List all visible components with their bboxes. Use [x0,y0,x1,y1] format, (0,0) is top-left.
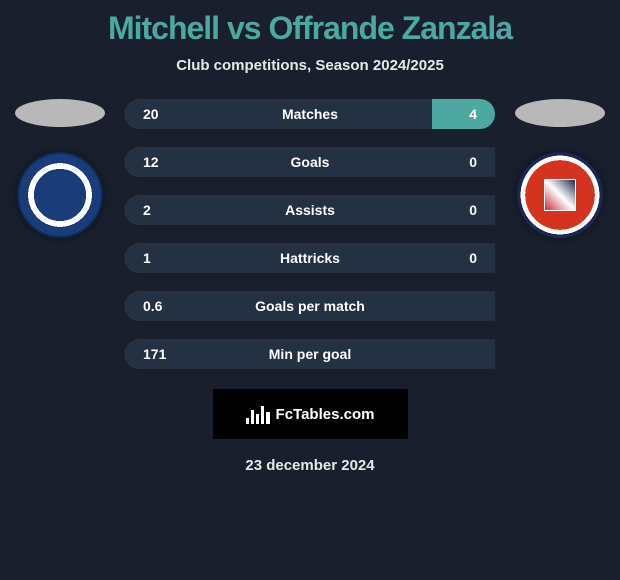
player-right-col [510,99,610,238]
branding-label: FcTables.com [276,406,375,423]
stats-list: 20 Matches 4 12 Goals 0 2 Assists 0 1 Hattricks 0 0.… [110,99,510,369]
stat-value-left: 2 [143,202,151,218]
stat-value-left: 0.6 [143,298,162,314]
stat-label: Goals per match [255,298,365,314]
stat-value-right: 4 [469,106,477,122]
subtitle: Club competitions, Season 2024/2025 [0,57,620,74]
stat-value-left: 20 [143,106,159,122]
player-left-placeholder [15,99,105,127]
stat-label: Hattricks [280,250,340,266]
stat-value-right: 0 [469,202,477,218]
player-right-placeholder [515,99,605,127]
stat-row: 0.6 Goals per match [125,291,495,321]
stat-row: 2 Assists 0 [125,195,495,225]
stat-row: 171 Min per goal [125,339,495,369]
team-badge-left [17,152,103,238]
team-badge-right [517,152,603,238]
date-label: 23 december 2024 [0,457,620,474]
comparison-panel: 20 Matches 4 12 Goals 0 2 Assists 0 1 Hattricks 0 0.… [0,99,620,369]
stat-label: Min per goal [269,346,351,362]
stat-value-right: 0 [469,250,477,266]
stat-value-left: 171 [143,346,166,362]
stat-row: 20 Matches 4 [125,99,495,129]
stat-label: Assists [285,202,335,218]
stat-value-right: 0 [469,154,477,170]
stat-row: 12 Goals 0 [125,147,495,177]
stat-label: Goals [291,154,330,170]
page-title: Mitchell vs Offrande Zanzala [0,10,620,47]
branding-box: FcTables.com [213,389,408,439]
stat-row: 1 Hattricks 0 [125,243,495,273]
stat-label: Matches [282,106,338,122]
stat-value-left: 12 [143,154,159,170]
stat-bar-left [125,99,432,129]
player-left-col [10,99,110,238]
stat-value-left: 1 [143,250,151,266]
chart-icon [246,404,270,424]
